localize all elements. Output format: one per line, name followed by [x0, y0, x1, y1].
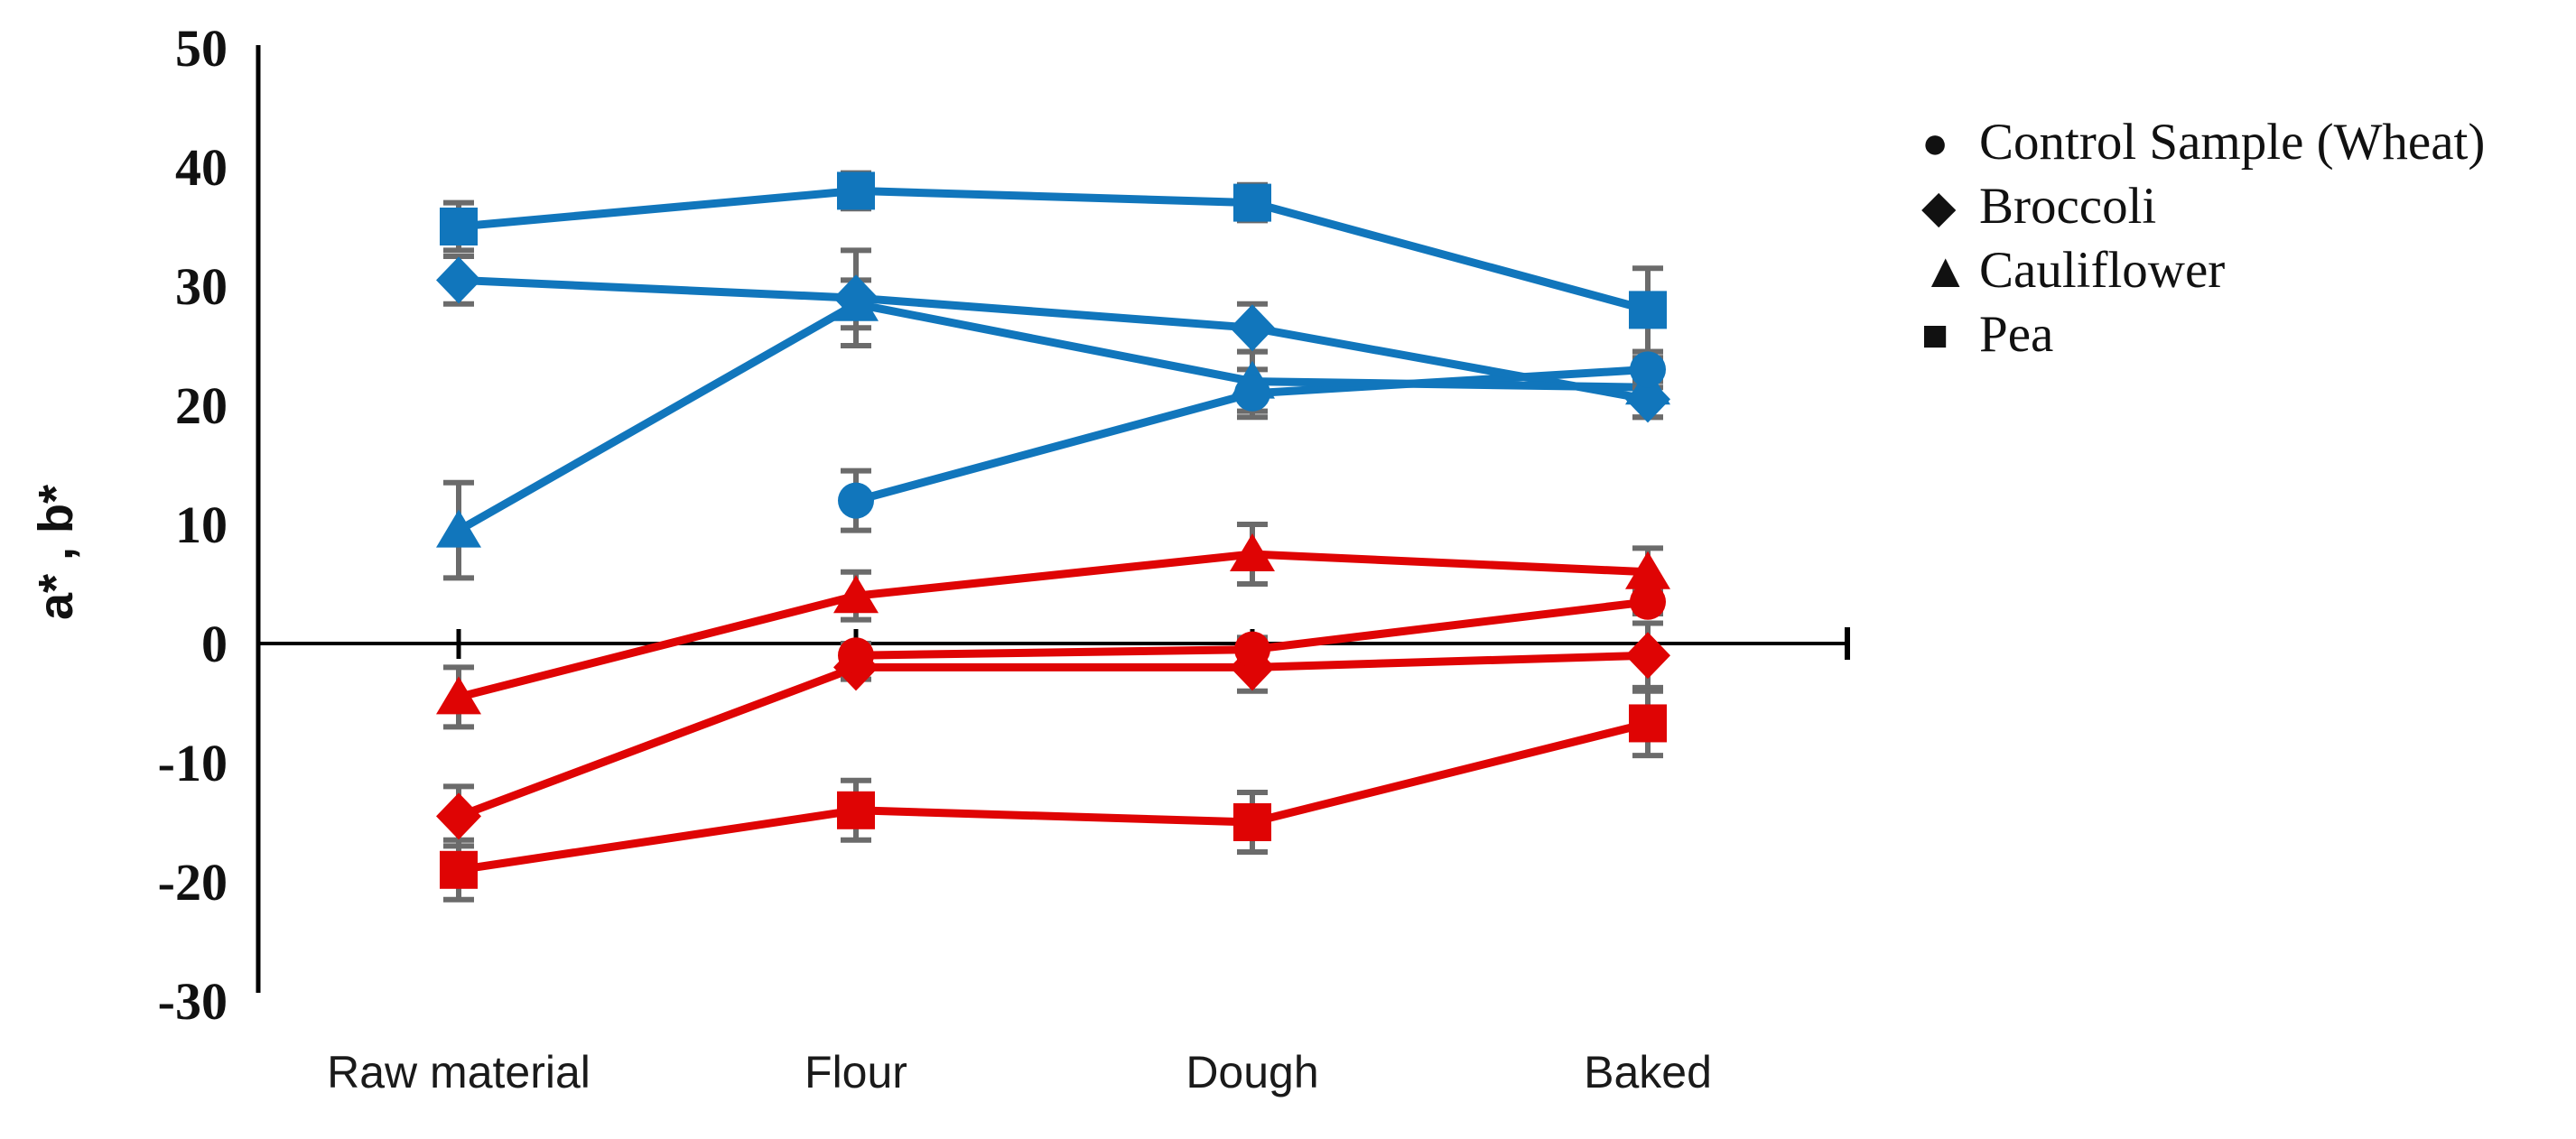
- marker-circle-4-2: [1234, 631, 1270, 668]
- marker-triangle-6-3: [1625, 551, 1670, 589]
- y-tick-label: 50: [175, 19, 228, 78]
- x-category-label: Flour: [804, 1047, 907, 1097]
- legend-item-pea: ■ Pea: [1921, 302, 2485, 366]
- line-3: [454, 186, 1652, 314]
- marker-diamond-1-3: [1625, 375, 1670, 423]
- legend-label: Pea: [1979, 306, 2054, 363]
- marker-triangle-6-2: [1230, 533, 1275, 571]
- line-5: [454, 651, 1652, 820]
- line-2: [454, 300, 1652, 535]
- marker-triangle-2-0: [436, 509, 481, 548]
- line-7: [454, 718, 1652, 875]
- marker-square-7-0: [440, 850, 478, 889]
- series-markers: [436, 171, 1670, 889]
- marker-square-3-3: [1629, 291, 1667, 329]
- line-6: [454, 550, 1652, 701]
- marker-circle-0-2: [1234, 375, 1270, 412]
- y-axis-tick-labels: 50 40 30 20 10 0 -10 -20 -30: [158, 19, 228, 1031]
- legend-label: Control Sample (Wheat): [1979, 114, 2486, 171]
- marker-triangle-6-1: [833, 575, 879, 614]
- marker-circle-4-1: [838, 637, 874, 674]
- y-tick-label: 20: [175, 376, 228, 435]
- x-category-label: Baked: [1584, 1047, 1712, 1097]
- marker-diamond-1-0: [436, 256, 481, 304]
- marker-square-7-3: [1629, 704, 1667, 743]
- legend-item-cauliflower: ▲ Cauliflower: [1921, 238, 2485, 302]
- marker-circle-0-3: [1630, 351, 1666, 388]
- y-tick-label: 10: [175, 495, 228, 554]
- y-tick-label: 0: [201, 615, 228, 673]
- triangle-marker-icon: ▲: [1921, 243, 1970, 298]
- legend-item-control-sample: ● Control Sample (Wheat): [1921, 110, 2485, 174]
- y-tick-label: -10: [158, 734, 228, 792]
- marker-square-7-1: [837, 791, 875, 829]
- marker-square-3-2: [1233, 183, 1271, 222]
- x-category-label: Dough: [1186, 1047, 1318, 1097]
- marker-circle-4-3: [1630, 583, 1666, 620]
- y-tick-label: 40: [175, 138, 228, 197]
- marker-diamond-5-3: [1625, 632, 1670, 680]
- legend: ● Control Sample (Wheat) ◆ Broccoli ▲ Ca…: [1921, 110, 2485, 366]
- x-category-label: Raw material: [327, 1047, 591, 1097]
- marker-triangle-6-0: [436, 676, 481, 715]
- legend-item-broccoli: ◆ Broccoli: [1921, 174, 2485, 238]
- y-tick-label: -30: [158, 972, 228, 1031]
- marker-diamond-5-0: [436, 792, 481, 840]
- y-tick-label: 30: [175, 257, 228, 316]
- marker-circle-0-1: [838, 482, 874, 519]
- square-marker-icon: ■: [1921, 309, 1949, 360]
- diamond-marker-icon: ◆: [1921, 181, 1957, 232]
- marker-square-3-1: [837, 171, 875, 210]
- error-bars: [443, 170, 1663, 903]
- marker-square-7-2: [1233, 803, 1271, 841]
- marker-diamond-1-1: [833, 274, 879, 322]
- x-axis-category-labels: Raw material Flour Dough Baked: [327, 1047, 1712, 1097]
- marker-square-3-0: [440, 208, 478, 245]
- y-axis-title: a* , b*: [29, 484, 83, 621]
- y-tick-label: -20: [158, 853, 228, 912]
- legend-label: Cauliflower: [1979, 242, 2226, 299]
- marker-diamond-1-2: [1230, 304, 1275, 352]
- circle-marker-icon: ●: [1921, 116, 1949, 168]
- series-lines: [454, 186, 1652, 875]
- legend-label: Broccoli: [1979, 178, 2157, 235]
- line-1: [454, 275, 1652, 403]
